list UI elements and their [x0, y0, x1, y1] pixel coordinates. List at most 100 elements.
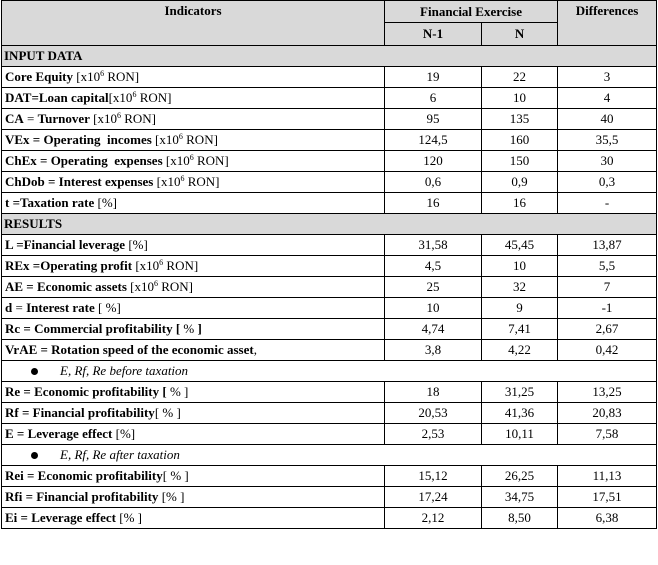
indicator-label-bold: Ei = Leverage effect [5, 510, 116, 525]
value-n-minus-1: 0,6 [384, 171, 482, 193]
table-row: DAT=Loan capital[x106 RON] 6 10 4 [1, 87, 658, 109]
table-row: t =Taxation rate [%] 16 16- [1, 192, 658, 214]
value-n: 135 [480, 108, 559, 130]
indicator-label-rest: [x10 [162, 153, 190, 168]
indicator-label-tail: RON] [157, 279, 193, 294]
value-difference: 5,5 [557, 255, 658, 277]
indicator-label: E = Leverage effect [%] [1, 423, 385, 445]
subheading-cell: E, Rf, Re before taxation [0, 360, 658, 382]
value-difference: 0,3 [557, 171, 658, 193]
indicator-label-sup: 6 [178, 132, 183, 141]
indicator-label-rest: = [23, 111, 38, 126]
value-difference: 13,87 [557, 234, 658, 256]
value-n: 32 [480, 276, 559, 298]
value-n-minus-1: 4,74 [384, 318, 482, 340]
indicator-label-rest: [%] [94, 195, 118, 210]
value-difference: 30 [557, 150, 658, 172]
indicator-label-rest: [x10 [153, 174, 181, 189]
subheading-cell: E, Rf, Re after taxation [0, 444, 658, 466]
value-n-minus-1: 20,53 [384, 402, 482, 424]
value-n: 16 [480, 192, 559, 214]
indicator-label-bold: Rf = Financial profitability [5, 405, 155, 420]
table-row: Core Equity [x106 RON] 19 22 3 [1, 66, 658, 88]
indicator-label: DAT=Loan capital[x106 RON] [1, 87, 385, 109]
value-n-minus-1: 95 [384, 108, 482, 130]
value-n-minus-1: 31,58 [384, 234, 482, 256]
table-row: Rc = Commercial profitability [ % ] 4,74 7… [1, 318, 658, 340]
subheading-text: E, Rf, Re after taxation [60, 447, 180, 462]
table-row: ChEx = Operating expenses [x106 RON] 120 1… [1, 150, 658, 172]
indicator-label-bold: Re = Economic profitability [ [5, 384, 167, 399]
table-row: Rf = Financial profitability[ % ] 20,53 41… [1, 402, 658, 424]
indicator-label-rest: [x10 [132, 258, 160, 273]
value-n: 150 [480, 150, 559, 172]
value-n-minus-1: 124,5 [384, 129, 482, 151]
value-n: 45,45 [480, 234, 559, 256]
indicator-label-sup: 6 [180, 174, 185, 183]
indicator-label-tail: RON] [184, 174, 220, 189]
table-row: ChDob = Interest expenses [x106 RON] 0,6 0… [1, 171, 658, 193]
value-difference: 6,38 [557, 507, 658, 529]
indicator-label-rest: = [12, 300, 27, 315]
table-row: Re = Economic profitability [ % ] 18 31,25… [1, 381, 658, 403]
section-title: RESULTS [0, 213, 658, 235]
value-n: 7,41 [480, 318, 559, 340]
table-body: INPUT DATA Core Equity [x106 RON] 19 22 3 DAT… [0, 45, 658, 529]
value-difference: 20,83 [557, 402, 658, 424]
indicator-label-bold: CA [5, 111, 24, 126]
value-difference: 13,25 [557, 381, 658, 403]
indicator-label-rest: [%] [112, 426, 136, 441]
value-n-minus-1: 18 [384, 381, 482, 403]
indicator-label: d = Interest rate [ %] [1, 297, 385, 319]
value-difference: 3 [557, 66, 658, 88]
indicator-label-bold: Rfi = Financial profitability [5, 489, 159, 504]
indicator-label-rest: [x10 [108, 90, 133, 105]
indicator-label-bold: ChDob = Interest expenses [5, 174, 154, 189]
indicator-label-rest: [% ] [116, 510, 142, 525]
indicator-label-bold: VrAE = Rotation speed of the economic as… [5, 342, 254, 357]
indicator-label-tail: RON] [163, 258, 199, 273]
value-difference: 35,5 [557, 129, 658, 151]
indicator-label-rest: [x10 [73, 69, 101, 84]
indicator-label-bold2: Turnover [37, 111, 90, 126]
indicator-label-bold2: Interest rate [26, 300, 95, 315]
indicator-label: VrAE = Rotation speed of the economic as… [1, 339, 385, 361]
indicator-label: AE = Economic assets [x106 RON] [1, 276, 385, 298]
value-n-minus-1: 10 [384, 297, 482, 319]
indicator-label: ChEx = Operating expenses [x106 RON] [1, 150, 385, 172]
section-row: INPUT DATA [0, 45, 658, 67]
indicator-label-bold: t =Taxation rate [5, 195, 95, 210]
value-n: 31,25 [480, 381, 559, 403]
indicator-label: Rfi = Financial profitability [% ] [1, 486, 385, 508]
indicator-label-rest: [%] [125, 237, 148, 252]
value-n: 34,75 [480, 486, 559, 508]
indicator-label: REx =Operating profit [x106 RON] [1, 255, 385, 277]
indicator-label: Re = Economic profitability [ % ] [1, 381, 385, 403]
indicator-label: Core Equity [x106 RON] [1, 66, 385, 88]
header-financial-exercise: Financial Exercise [383, 0, 559, 23]
indicator-label-sup: 6 [132, 90, 137, 99]
indicator-label-tail: RON] [104, 69, 140, 84]
value-n-minus-1: 19 [384, 66, 482, 88]
value-n-minus-1: 120 [384, 150, 482, 172]
indicator-label-rest: % [180, 321, 198, 336]
indicator-label: Rf = Financial profitability[ % ] [1, 402, 385, 424]
indicator-label: CA = Turnover [x106 RON] [1, 108, 385, 130]
indicator-label-bold: L =Financial leverage [5, 237, 126, 252]
value-n: 10,11 [480, 423, 559, 445]
value-n: 22 [480, 66, 559, 88]
value-difference: 7 [557, 276, 658, 298]
indicator-label-rest: [x10 [151, 132, 179, 147]
value-n: 4,22 [480, 339, 559, 361]
table-row: E = Leverage effect [%] 2,53 10,11 7,58 [1, 423, 658, 445]
value-n: 10 [480, 87, 559, 109]
value-n-minus-1: 4,5 [384, 255, 482, 277]
indicator-label-bold2: ] [197, 321, 202, 336]
indicator-label-rest: [ % ] [162, 468, 189, 483]
value-n: 41,36 [480, 402, 559, 424]
indicator-label-sup: 6 [153, 279, 158, 288]
table-row: VrAE = Rotation speed of the economic as… [1, 339, 658, 361]
indicator-label-rest: [ % ] [154, 405, 181, 420]
indicator-label-bold: AE = Economic assets [5, 279, 127, 294]
indicator-label-bold: Rc = Commercial profitability [ [5, 321, 181, 336]
